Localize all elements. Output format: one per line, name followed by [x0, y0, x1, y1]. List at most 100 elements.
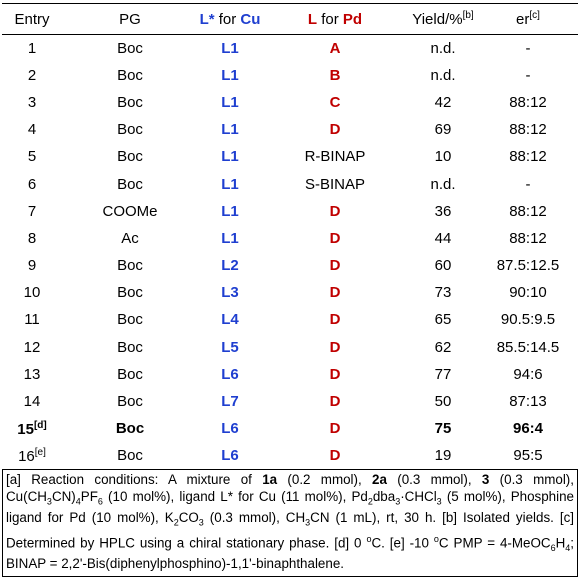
- footnote-text: ·CHCl: [400, 488, 437, 504]
- er: 88:12: [509, 121, 547, 139]
- entry-cell: 7: [2, 198, 62, 225]
- entry: 16: [18, 447, 35, 465]
- footnote-text: [a] Reaction conditions: A mixture of: [6, 472, 263, 487]
- entry: 15: [17, 420, 34, 438]
- pg-cell: Boc: [117, 121, 143, 139]
- er: 88:12: [509, 229, 547, 247]
- header-part: Cu: [240, 10, 261, 28]
- header-part: Pd: [342, 10, 363, 28]
- er: 88:12: [509, 148, 547, 166]
- pg-cell: Boc: [117, 311, 143, 329]
- footnote-text: CN (1 mL), rt, 30 h. [b] Isolated yields…: [6, 509, 574, 551]
- entry-cell: 5: [2, 143, 62, 170]
- pd-ligand: D: [329, 393, 341, 411]
- footnote-text: (10 mol%), ligand L* for Cu (11 mol%), P…: [102, 488, 368, 504]
- cu-ligand: L5: [221, 338, 239, 356]
- yield: n.d.: [430, 175, 456, 193]
- er: 90.5:9.5: [500, 311, 556, 329]
- row: 3 Boc L1 C 42 88:12: [2, 89, 578, 116]
- pd-ligand: D: [329, 420, 341, 438]
- entry-cell: 1: [2, 35, 62, 62]
- yield: 65: [434, 311, 452, 329]
- pd-ligand: C: [329, 93, 341, 111]
- entry-cell: 2: [2, 62, 62, 89]
- pg-cell: Boc: [117, 284, 143, 302]
- footnote-text: (5 mol%), Phosphine ligand for Pd (10 mo…: [6, 488, 574, 525]
- results-table: Entry PG L* for Cu L for Pd Yield/%[b] e…: [2, 3, 578, 470]
- entry-cell: 11: [2, 306, 62, 333]
- header-cell: er[c]: [478, 4, 578, 35]
- footnote-text: 3: [481, 472, 490, 487]
- pd-ligand: A: [329, 39, 341, 57]
- entry-cell: 9: [2, 252, 62, 279]
- cu-ligand: L1: [221, 202, 239, 220]
- yield: 73: [434, 284, 452, 302]
- entry-cell: 13: [2, 361, 62, 388]
- pg-cell: Boc: [117, 175, 143, 193]
- cu-ligand: L1: [221, 39, 239, 57]
- yield: 75: [434, 420, 452, 438]
- cu-ligand: L4: [221, 311, 239, 329]
- footnote-text: 1a: [262, 472, 278, 487]
- entry: 2: [27, 66, 37, 84]
- row: 4 Boc L1 D 69 88:12: [2, 116, 578, 143]
- pd-ligand: B: [329, 66, 341, 84]
- header-part: for: [214, 10, 241, 28]
- table-container: Entry PG L* for Cu L for Pd Yield/%[b] e…: [2, 3, 578, 577]
- pd-ligand: D: [329, 338, 341, 356]
- pd-ligand: D: [329, 365, 341, 383]
- header-part: er: [516, 11, 530, 28]
- footnote-text: dba: [372, 488, 396, 504]
- entry-cell: 14: [2, 388, 62, 415]
- entry-cell: 8: [2, 225, 62, 252]
- header-cell: Yield/%[b]: [408, 4, 478, 35]
- yield: 19: [434, 447, 452, 465]
- header-part: Yield/%: [412, 11, 463, 28]
- entry: 13: [23, 365, 41, 383]
- footnote-text: (0.3 mmol),: [386, 472, 482, 487]
- entry-cell: 4: [2, 116, 62, 143]
- pg-cell: COOMe: [102, 202, 158, 220]
- er: 90:10: [509, 284, 547, 302]
- footnote-text: 2: [173, 517, 179, 528]
- footnote-text: 3: [436, 496, 442, 507]
- er: -: [525, 175, 531, 193]
- entry: 14: [23, 393, 41, 411]
- cu-ligand: L1: [221, 175, 239, 193]
- footnote-text: C. [e] -10: [371, 535, 434, 551]
- entry: 11: [24, 311, 40, 329]
- er: 87.5:12.5: [496, 257, 560, 275]
- footnote-text: 4: [565, 542, 571, 553]
- entry: 5: [27, 148, 37, 166]
- footnote-text: 3: [46, 496, 52, 507]
- er: 88:12: [509, 202, 547, 220]
- entry-note: [e]: [34, 446, 46, 458]
- yield: 50: [434, 393, 452, 411]
- pg-cell: Boc: [117, 93, 143, 111]
- footnote-text: 6: [97, 496, 103, 507]
- row: 8 Ac L1 D 44 88:12: [2, 225, 578, 252]
- entry: 9: [27, 257, 37, 275]
- cu-ligand: L1: [221, 66, 239, 84]
- er: 85.5:14.5: [496, 338, 560, 356]
- cu-ligand: L6: [221, 420, 239, 438]
- row: 7 COOMe L1 D 36 88:12: [2, 198, 578, 225]
- pg-cell: Boc: [117, 66, 143, 84]
- pg-cell: Ac: [121, 229, 139, 247]
- footnote-text: (0.2 mmol),: [277, 472, 373, 487]
- row: 5 Boc L1 R-BINAP 10 88:12: [2, 143, 578, 170]
- footnote: [a] Reaction conditions: A mixture of 1a…: [2, 470, 578, 577]
- row: 14 Boc L7 D 50 87:13: [2, 388, 578, 415]
- yield: 77: [434, 365, 452, 383]
- row: 15[d] Boc L6 D 75 96:4: [2, 415, 578, 442]
- er: 87:13: [509, 393, 547, 411]
- entry-cell: 12: [2, 334, 62, 361]
- yield: 60: [434, 257, 452, 275]
- cu-ligand: L2: [221, 257, 239, 275]
- entry: 10: [23, 284, 41, 302]
- yield: 36: [434, 202, 452, 220]
- entry-cell: 16[e]: [2, 442, 62, 469]
- footnote-text: o: [366, 533, 372, 544]
